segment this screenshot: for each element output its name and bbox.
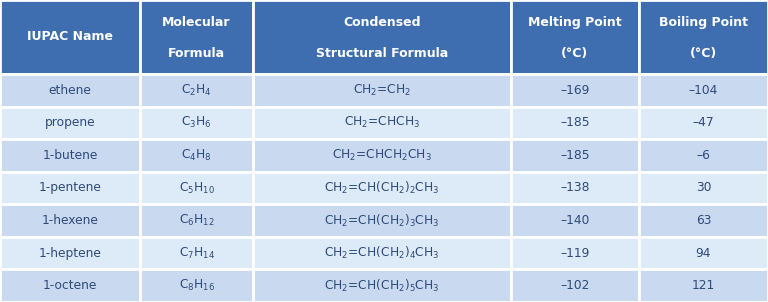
Bar — [511, 204, 639, 237]
Text: CH$_2$=CH$_2$: CH$_2$=CH$_2$ — [353, 83, 411, 98]
Text: CH$_2$=CH(CH$_2$)$_3$CH$_3$: CH$_2$=CH(CH$_2$)$_3$CH$_3$ — [324, 213, 440, 229]
Text: –138: –138 — [560, 182, 590, 194]
Text: 121: 121 — [692, 279, 715, 292]
Bar — [639, 204, 768, 237]
Text: Molecular: Molecular — [162, 16, 231, 29]
Bar — [639, 172, 768, 204]
Bar — [140, 172, 253, 204]
Bar — [0, 172, 140, 204]
Text: 1-hexene: 1-hexene — [41, 214, 98, 227]
Bar — [0, 0, 140, 74]
Text: (°C): (°C) — [690, 47, 717, 60]
Text: C$_6$H$_{12}$: C$_6$H$_{12}$ — [179, 213, 214, 228]
Bar — [253, 0, 511, 74]
Bar — [140, 237, 253, 269]
Bar — [639, 74, 768, 107]
Text: –104: –104 — [689, 84, 718, 97]
Bar — [0, 74, 140, 107]
Bar — [253, 172, 511, 204]
Text: Structural Formula: Structural Formula — [316, 47, 449, 60]
Text: C$_8$H$_{16}$: C$_8$H$_{16}$ — [178, 278, 215, 293]
Text: –102: –102 — [560, 279, 590, 292]
Text: C$_2$H$_4$: C$_2$H$_4$ — [181, 83, 212, 98]
Text: –140: –140 — [560, 214, 590, 227]
Text: C$_7$H$_{14}$: C$_7$H$_{14}$ — [178, 246, 215, 261]
Bar — [253, 139, 511, 172]
Text: 1-butene: 1-butene — [42, 149, 98, 162]
Text: –185: –185 — [560, 149, 590, 162]
Text: Boiling Point: Boiling Point — [659, 16, 748, 29]
Bar — [639, 237, 768, 269]
Text: CH$_2$=CHCH$_2$CH$_3$: CH$_2$=CHCH$_2$CH$_3$ — [332, 148, 432, 163]
Bar — [639, 269, 768, 302]
Text: (°C): (°C) — [561, 47, 588, 60]
Text: CH$_2$=CH(CH$_2$)$_4$CH$_3$: CH$_2$=CH(CH$_2$)$_4$CH$_3$ — [324, 245, 440, 261]
Bar — [253, 204, 511, 237]
Text: 63: 63 — [696, 214, 711, 227]
Text: –119: –119 — [560, 247, 590, 260]
Bar — [511, 107, 639, 139]
Text: –185: –185 — [560, 116, 590, 129]
Bar — [253, 74, 511, 107]
Bar — [253, 269, 511, 302]
Bar — [253, 237, 511, 269]
Bar — [639, 0, 768, 74]
Bar — [511, 0, 639, 74]
Text: CH$_2$=CH(CH$_2$)$_5$CH$_3$: CH$_2$=CH(CH$_2$)$_5$CH$_3$ — [324, 278, 440, 294]
Text: Formula: Formula — [168, 47, 225, 60]
Bar — [140, 139, 253, 172]
Bar — [511, 172, 639, 204]
Bar — [511, 74, 639, 107]
Bar — [639, 107, 768, 139]
Bar — [140, 74, 253, 107]
Text: –6: –6 — [697, 149, 710, 162]
Text: ethene: ethene — [48, 84, 91, 97]
Text: propene: propene — [45, 116, 95, 129]
Text: Condensed: Condensed — [343, 16, 421, 29]
Text: C$_3$H$_6$: C$_3$H$_6$ — [181, 115, 212, 130]
Text: 30: 30 — [696, 182, 711, 194]
Bar — [140, 107, 253, 139]
Bar — [253, 107, 511, 139]
Text: CH$_2$=CHCH$_3$: CH$_2$=CHCH$_3$ — [344, 115, 420, 130]
Text: IUPAC Name: IUPAC Name — [27, 31, 113, 43]
Text: –169: –169 — [560, 84, 590, 97]
Bar — [511, 269, 639, 302]
Bar — [140, 204, 253, 237]
Text: Melting Point: Melting Point — [528, 16, 621, 29]
Text: 94: 94 — [696, 247, 711, 260]
Text: 1-pentene: 1-pentene — [38, 182, 101, 194]
Bar — [0, 237, 140, 269]
Bar — [639, 139, 768, 172]
Bar — [511, 139, 639, 172]
Bar — [0, 139, 140, 172]
Bar — [140, 269, 253, 302]
Text: CH$_2$=CH(CH$_2$)$_2$CH$_3$: CH$_2$=CH(CH$_2$)$_2$CH$_3$ — [324, 180, 440, 196]
Bar — [0, 269, 140, 302]
Text: –47: –47 — [693, 116, 714, 129]
Bar — [511, 237, 639, 269]
Bar — [0, 107, 140, 139]
Bar — [140, 0, 253, 74]
Text: 1-octene: 1-octene — [43, 279, 97, 292]
Text: C$_4$H$_8$: C$_4$H$_8$ — [181, 148, 212, 163]
Text: C$_5$H$_{10}$: C$_5$H$_{10}$ — [179, 181, 214, 196]
Bar — [0, 204, 140, 237]
Text: 1-heptene: 1-heptene — [38, 247, 101, 260]
